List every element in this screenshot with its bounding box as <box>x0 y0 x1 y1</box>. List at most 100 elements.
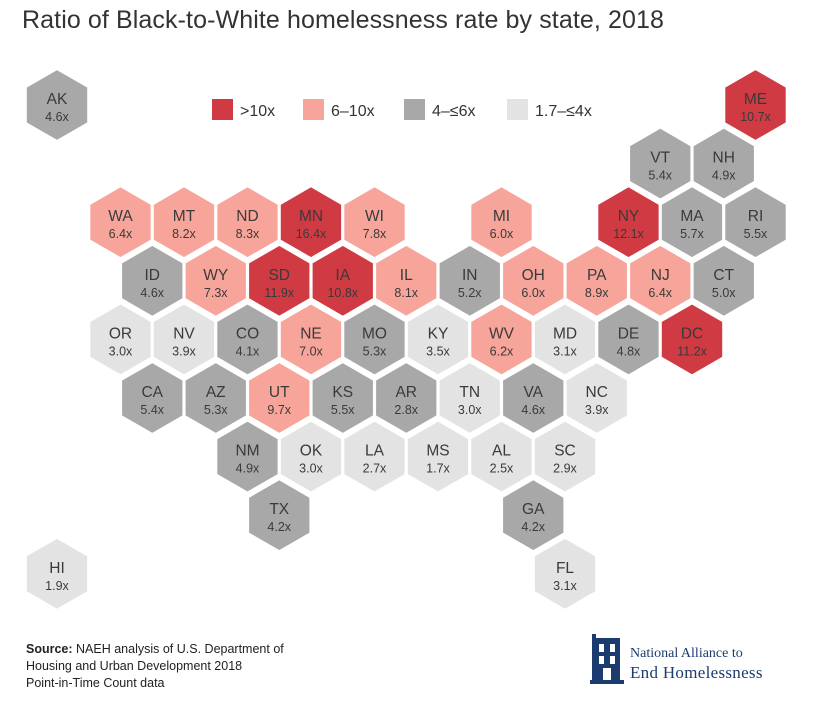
state-value: 2.7x <box>363 462 387 476</box>
state-value: 6.0x <box>490 227 514 241</box>
legend-label: >10x <box>240 103 275 120</box>
state-code: ID <box>145 267 161 284</box>
state-hex-ga: GA 4.2x <box>500 476 567 554</box>
state-value: 4.6x <box>521 403 545 417</box>
state-hex-wa: WA 6.4x <box>87 183 154 261</box>
state-code: IA <box>335 267 350 284</box>
hex-shape <box>531 535 599 613</box>
state-value: 4.6x <box>45 110 69 124</box>
state-code: SD <box>268 267 290 284</box>
state-code: WA <box>108 208 133 225</box>
legend-label: 4–≤6x <box>432 103 475 120</box>
state-hex-az: AZ 5.3x <box>182 359 249 437</box>
state-code: FL <box>556 560 574 577</box>
state-value: 2.5x <box>490 462 514 476</box>
state-code: TN <box>459 384 480 401</box>
state-hex-wv: WV 6.2x <box>468 301 535 378</box>
legend-item-1.7to4: 1.7–≤4x <box>507 99 592 120</box>
naeh-logo: National Alliance to End Homelessness <box>590 632 800 690</box>
state-value: 1.9x <box>45 579 69 593</box>
source-label: Source: <box>26 642 73 656</box>
hex-shape <box>690 242 757 320</box>
state-value: 5.3x <box>363 344 387 358</box>
legend-swatch <box>507 99 528 120</box>
hex-map: >10x 6–10x 4–≤6x 1.7–≤4x AK 4.6x ME 10.7x VT 5.4… <box>23 66 789 613</box>
state-value: 4.6x <box>140 286 164 300</box>
state-hex-la: LA 2.7x <box>341 418 408 495</box>
state-code: WI <box>365 208 384 225</box>
state-hex-ut: UT 9.7x <box>246 359 313 437</box>
state-value: 3.0x <box>458 403 482 417</box>
state-value: 2.9x <box>553 462 577 476</box>
state-code: MA <box>680 208 704 225</box>
hex-shape <box>531 418 599 495</box>
state-code: NH <box>713 150 735 167</box>
state-value: 5.5x <box>331 403 355 417</box>
state-value: 3.9x <box>172 344 196 358</box>
state-value: 6.4x <box>648 286 672 300</box>
state-hex-ma: MA 5.7x <box>658 183 726 261</box>
state-hex-fl: FL 3.1x <box>531 535 599 613</box>
state-code: OR <box>109 325 132 342</box>
state-value: 11.2x <box>677 344 707 358</box>
state-hex-ca: CA 5.4x <box>119 359 186 437</box>
state-code: MN <box>299 208 323 225</box>
hex-shape <box>690 125 757 202</box>
state-code: RI <box>748 208 764 225</box>
legend-label: 6–10x <box>331 103 375 120</box>
state-hex-nd: ND 8.3x <box>214 183 281 261</box>
hex-shape <box>658 301 726 378</box>
state-hex-co: CO 4.1x <box>214 301 281 378</box>
state-value: 4.2x <box>267 520 291 534</box>
state-value: 4.2x <box>521 520 545 534</box>
state-hex-de: DE 4.8x <box>595 301 662 378</box>
state-value: 8.3x <box>236 227 260 241</box>
state-value: 6.0x <box>521 286 545 300</box>
source-line2: Housing and Urban Development 2018 <box>26 659 243 673</box>
hex-shape <box>722 183 789 261</box>
state-code: SC <box>554 443 576 460</box>
state-hex-in: IN 5.2x <box>436 242 503 320</box>
state-value: 9.7x <box>267 403 291 417</box>
legend-item-4to6: 4–≤6x <box>404 99 475 120</box>
state-hex-pa: PA 8.9x <box>563 242 630 320</box>
state-hex-sc: SC 2.9x <box>531 418 599 495</box>
state-code: CT <box>713 267 734 284</box>
state-value: 3.0x <box>299 462 323 476</box>
state-code: LA <box>365 443 385 460</box>
state-value: 4.1x <box>236 344 260 358</box>
state-value: 4.9x <box>236 462 260 476</box>
state-code: AK <box>47 91 68 108</box>
state-hex-tx: TX 4.2x <box>246 476 313 554</box>
state-hex-ak: AK 4.6x <box>23 66 91 144</box>
state-code: CA <box>141 384 163 401</box>
state-hex-al: AL 2.5x <box>468 418 535 495</box>
state-hex-ct: CT 5.0x <box>690 242 757 320</box>
state-hex-ms: MS 1.7x <box>404 418 472 495</box>
state-code: TX <box>269 501 289 518</box>
state-hex-mn: MN 16.4x <box>277 183 345 261</box>
state-hex-ks: KS 5.5x <box>309 359 376 437</box>
state-hex-wi: WI 7.8x <box>341 183 408 261</box>
state-hex-nj: NJ 6.4x <box>627 242 694 320</box>
state-hex-il: IL 8.1x <box>373 242 440 320</box>
state-value: 7.0x <box>299 344 323 358</box>
state-hex-ne: NE 7.0x <box>277 301 345 378</box>
state-hex-nh: NH 4.9x <box>690 125 757 202</box>
state-value: 8.1x <box>394 286 418 300</box>
state-value: 5.7x <box>680 227 704 241</box>
state-code: MI <box>493 208 510 225</box>
state-code: MT <box>173 208 196 225</box>
logo-line1: National Alliance to <box>630 646 743 661</box>
hex-shape <box>563 359 630 437</box>
state-code: OH <box>522 267 545 284</box>
state-hex-ny: NY 12.1x <box>595 183 662 261</box>
state-code: WY <box>203 267 228 284</box>
state-hex-or: OR 3.0x <box>87 301 154 378</box>
legend-swatch <box>404 99 425 120</box>
legend-item-gt10: >10x <box>212 99 275 120</box>
state-code: OK <box>300 443 323 460</box>
source-note: Source: NAEH analysis of U.S. Department… <box>26 641 284 692</box>
state-value: 3.1x <box>553 344 577 358</box>
state-code: CO <box>236 325 259 342</box>
